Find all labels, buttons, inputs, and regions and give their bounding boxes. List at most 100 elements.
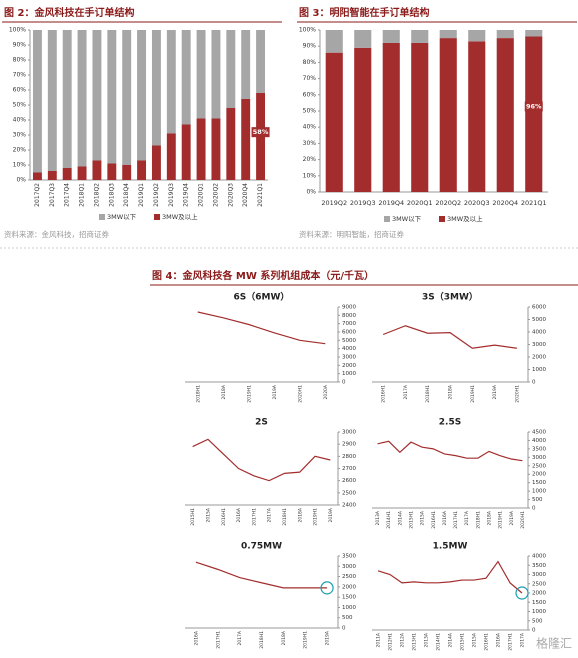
bar-segment <box>468 41 486 193</box>
y-tick-label: 0 <box>342 626 346 632</box>
x-tick-label: 2015H1 <box>460 633 466 651</box>
x-tick-label: 2017A <box>464 510 470 525</box>
highlight-ring <box>515 586 529 600</box>
x-tick-label: 2021Q1 <box>257 183 264 207</box>
x-tick-label: 2014A <box>397 510 403 525</box>
y-tick-label: 3500 <box>342 554 356 560</box>
bar-segment <box>226 108 236 180</box>
y-tick-label: 2600 <box>342 478 356 484</box>
legend-swatch <box>99 214 105 220</box>
x-tick-label: 2017H1 <box>453 511 459 529</box>
chart-title: 0.75MW <box>241 542 282 552</box>
y-tick-label: 5000 <box>342 338 356 344</box>
x-tick-label: 2018A <box>221 384 227 399</box>
x-tick-label: 2014H1 <box>436 633 442 651</box>
x-tick-label: 2020A <box>323 384 329 399</box>
x-tick-label: 2018Q2 <box>93 183 100 207</box>
x-tick-label: 2018H1 <box>425 385 431 403</box>
y-tick-label: 4000 <box>532 554 546 560</box>
watermark: 格隆汇 <box>536 636 572 651</box>
y-tick-label: 2500 <box>342 490 356 496</box>
legend-label: 3MW及以上 <box>447 214 483 223</box>
y-tick-label: 20% <box>303 156 317 163</box>
y-tick-label: 30% <box>13 132 27 139</box>
y-tick-label: 8000 <box>342 313 356 319</box>
legend-swatch <box>154 214 160 220</box>
x-tick-label: 2018A <box>297 507 303 522</box>
y-tick-label: 10% <box>13 162 27 169</box>
line <box>195 561 328 589</box>
line <box>377 560 523 594</box>
x-tick-label: 2019A <box>325 630 331 645</box>
x-tick-label: 2020Q4 <box>492 199 518 207</box>
y-tick-label: 3000 <box>532 572 546 578</box>
bar-segment <box>496 38 514 192</box>
x-tick-label: 2020Q2 <box>212 183 219 207</box>
y-tick-label: 6000 <box>342 330 356 336</box>
x-tick-label: 2014A <box>448 632 454 647</box>
y-tick-label: 0 <box>532 380 536 386</box>
legend-label: 3MW以下 <box>392 215 422 223</box>
x-tick-label: 2017Q3 <box>49 183 56 207</box>
y-tick-label: 1500 <box>342 595 356 601</box>
bar-segment <box>166 133 176 180</box>
data-label: 58% <box>253 128 269 136</box>
y-tick-label: 100% <box>9 27 26 34</box>
bar-segment <box>211 118 221 180</box>
chart-title: 2S <box>255 418 268 428</box>
y-tick-label: 6000 <box>532 305 546 311</box>
figure-title: 图 4：金风科技各 MW 系列机组成本（元/千瓦） <box>152 269 374 282</box>
chart-title: 3S（3MW） <box>422 292 478 303</box>
y-tick-label: 10% <box>303 172 317 179</box>
y-tick-label: 0 <box>342 380 346 386</box>
x-tick-label: 2018A <box>448 384 454 399</box>
line <box>377 440 523 462</box>
bar-segment <box>382 30 400 43</box>
y-tick-label: 2700 <box>342 466 356 472</box>
x-tick-label: 2019A <box>509 510 515 525</box>
bar-segment <box>166 30 176 134</box>
x-tick-label: 2015A <box>472 632 478 647</box>
x-tick-label: 2017H1 <box>215 631 221 649</box>
y-tick-label: 1000 <box>532 489 546 495</box>
y-tick-label: 50% <box>13 102 27 109</box>
bar-segment <box>354 47 372 192</box>
x-tick-label: 2019Q1 <box>138 183 145 207</box>
x-tick-label: 2021Q1 <box>521 199 547 207</box>
y-tick-label: 500 <box>532 497 543 503</box>
x-tick-label: 2018Q3 <box>108 183 115 207</box>
x-tick-label: 2016A <box>496 632 502 647</box>
chart-title: 2.5S <box>439 418 461 428</box>
x-tick-label: 2011A <box>376 632 382 647</box>
x-tick-label: 2013A <box>375 510 381 525</box>
y-tick-label: 3000 <box>342 430 356 436</box>
bar-segment <box>62 30 72 168</box>
x-tick-label: 2016H1 <box>484 633 490 651</box>
bar-segment <box>62 168 72 180</box>
y-tick-label: 2000 <box>342 584 356 590</box>
y-tick-label: 0% <box>16 177 26 184</box>
legend-swatch <box>384 216 390 222</box>
x-tick-label: 2019H1 <box>498 511 504 529</box>
chart-title: 6S（6MW） <box>234 292 290 303</box>
x-tick-label: 2019A <box>328 507 334 522</box>
x-tick-label: 2015H1 <box>190 508 196 526</box>
source: 资料来源：明阳智能，招商证券 <box>299 229 404 239</box>
x-tick-label: 2015A <box>420 510 426 525</box>
y-tick-label: 3000 <box>532 342 546 348</box>
bar-segment <box>32 30 42 173</box>
x-tick-label: 2019H1 <box>246 385 252 403</box>
bar-segment <box>226 30 236 108</box>
y-tick-label: 80% <box>303 59 317 66</box>
y-tick-label: 1000 <box>532 609 546 615</box>
bar-segment <box>241 30 251 99</box>
x-tick-label: 2016A <box>442 510 448 525</box>
bar-segment <box>525 30 543 37</box>
y-tick-label: 4000 <box>532 438 546 444</box>
y-tick-label: 2500 <box>532 463 546 469</box>
y-tick-label: 70% <box>13 72 27 79</box>
label-box <box>251 127 270 138</box>
bar-segment <box>354 30 372 48</box>
x-tick-label: 2018Q4 <box>123 183 130 207</box>
